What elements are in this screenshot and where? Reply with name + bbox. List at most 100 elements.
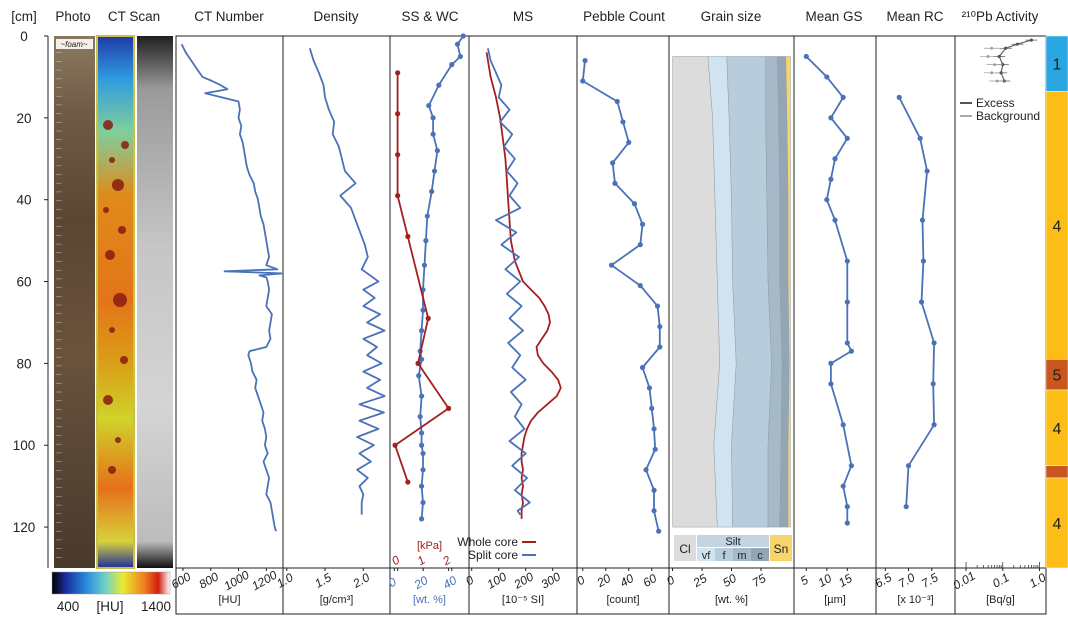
meanrc-tick-label: 7.5 bbox=[919, 570, 941, 591]
ctscan-title: CT Scan bbox=[108, 9, 160, 24]
grainsize-unit-label: [wt. %] bbox=[715, 594, 748, 606]
meangs-data-point bbox=[828, 115, 834, 121]
ct-clast bbox=[120, 356, 128, 364]
sswc-data-point bbox=[395, 193, 401, 199]
sswc-data-point bbox=[423, 238, 429, 244]
grain-class-swatch bbox=[751, 548, 769, 561]
hu-unit-label: [HU] bbox=[97, 599, 124, 614]
pb210-excess-point bbox=[1004, 46, 1008, 50]
meangs-data-point bbox=[844, 504, 850, 510]
ms-title: MS bbox=[513, 9, 533, 24]
pb210-tick-label: 0.1 bbox=[990, 570, 1011, 590]
ct-tick-label: 800 bbox=[197, 569, 222, 591]
sswc-data-point bbox=[395, 70, 401, 76]
grainsize-title: Grain size bbox=[701, 9, 762, 24]
sswc-data-point bbox=[420, 307, 426, 313]
sswc-data-point bbox=[424, 213, 430, 219]
meangs-data-point bbox=[844, 135, 850, 141]
ct-title: CT Number bbox=[194, 9, 264, 24]
pebble-tick-label: 60 bbox=[640, 571, 659, 590]
pb210-excess-point bbox=[997, 54, 1001, 59]
ct-clast bbox=[108, 466, 116, 474]
meangs-tick-label: 10 bbox=[816, 571, 835, 590]
meanrc-data-point bbox=[920, 258, 927, 264]
ct-clast bbox=[115, 437, 121, 443]
grainsize-tick-label: 75 bbox=[750, 571, 769, 590]
ct-unit-label: [HU] bbox=[219, 594, 241, 606]
foam-label: ~foam~ bbox=[60, 40, 87, 49]
ms-tick-label: 100 bbox=[485, 569, 510, 591]
pebble-data-point bbox=[651, 487, 657, 493]
pb210-legend-excess: Excess bbox=[976, 96, 1015, 110]
pebble-data-point bbox=[580, 78, 586, 84]
sswc-tick-label: 2 bbox=[439, 553, 453, 569]
pebble-data-point bbox=[651, 508, 657, 514]
pb210-unit-label: [Bq/g] bbox=[986, 594, 1015, 606]
pb210-background-point bbox=[995, 79, 999, 83]
pebble-data-point bbox=[657, 344, 663, 350]
ct-series-line bbox=[180, 43, 284, 532]
ct-tick-label: 1000 bbox=[221, 568, 251, 594]
pebble-data-point bbox=[610, 160, 616, 166]
pebble-data-point bbox=[657, 323, 663, 330]
depth-tick-label: 80 bbox=[16, 356, 31, 371]
meanrc-data-point bbox=[931, 340, 937, 346]
meanrc-data-point bbox=[919, 217, 926, 223]
ct-clast bbox=[121, 141, 129, 149]
axis-footer-frame bbox=[175, 567, 1047, 615]
meangs-tick-label: 15 bbox=[836, 571, 855, 590]
hu-colorbar bbox=[51, 571, 171, 595]
pebble-title: Pebble Count bbox=[583, 9, 665, 24]
pebble-data-point bbox=[612, 180, 618, 186]
sswc-data-point bbox=[405, 233, 411, 240]
sswc-tick-label: 0 bbox=[389, 553, 402, 569]
meangs-data-point bbox=[828, 176, 834, 182]
sswc-series-line bbox=[394, 72, 450, 483]
meangs-data-point bbox=[844, 299, 850, 305]
ms-tick-label: 300 bbox=[539, 569, 564, 591]
density-tick-label: 2.0 bbox=[350, 570, 373, 591]
meanrc-series-line bbox=[898, 96, 935, 507]
pebble-data-point bbox=[631, 201, 638, 207]
pb210-tick-label: 1.0 bbox=[1027, 570, 1049, 591]
ct-clast bbox=[113, 293, 127, 307]
ct-clast bbox=[118, 226, 126, 234]
density-series-line bbox=[308, 48, 386, 515]
sswc-data-point bbox=[446, 405, 452, 411]
meangs-data-point bbox=[844, 340, 850, 346]
grain-class-sn bbox=[770, 535, 792, 561]
pebble-data-point bbox=[643, 467, 649, 473]
pb210-background-point bbox=[990, 71, 994, 75]
meangs-data-point bbox=[844, 258, 850, 264]
ct-clast bbox=[112, 179, 124, 191]
grainsize-area-f bbox=[726, 56, 772, 528]
pebble-tick-label: 40 bbox=[617, 571, 636, 590]
sswc-data-point bbox=[419, 430, 425, 436]
unit-bar bbox=[1045, 465, 1068, 479]
meangs-data-point bbox=[832, 156, 838, 162]
sswc-unit-label: [wt. %] bbox=[413, 594, 446, 606]
pebble-tick-label: 20 bbox=[594, 571, 614, 590]
depth-tick-label: 60 bbox=[16, 275, 31, 290]
meangs-data-point bbox=[828, 360, 834, 366]
pebble-data-point bbox=[582, 57, 588, 64]
grain-class-cl bbox=[674, 535, 696, 561]
pebble-data-point bbox=[654, 303, 661, 309]
meanrc-title: Mean RC bbox=[886, 9, 943, 24]
pb210-background-point bbox=[990, 46, 994, 50]
grain-class-swatch bbox=[697, 548, 715, 561]
sswc-data-point bbox=[436, 82, 442, 88]
grain-class-sn-label: Sn bbox=[774, 542, 789, 556]
unit-number-label: 1 bbox=[1053, 57, 1062, 74]
grain-class-silt bbox=[697, 535, 769, 547]
sswc-kpa-label: [kPa] bbox=[417, 540, 442, 552]
sswc-data-point bbox=[392, 442, 398, 448]
ct-clast bbox=[103, 120, 113, 130]
pebble-series-line bbox=[581, 60, 661, 532]
sswc-data-point bbox=[429, 188, 435, 195]
sswc-data-point bbox=[426, 102, 432, 109]
sswc-tick-label: 0 bbox=[386, 575, 399, 591]
ct-tick-label: 600 bbox=[169, 569, 194, 591]
panel-contents bbox=[51, 33, 1068, 595]
